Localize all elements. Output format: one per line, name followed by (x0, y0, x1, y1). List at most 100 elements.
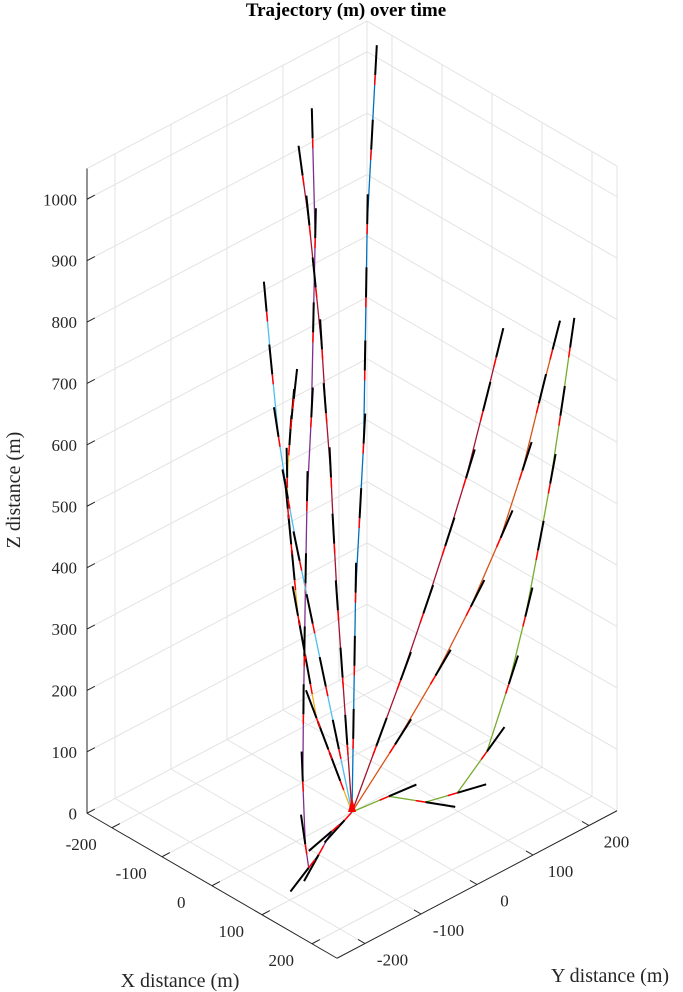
x-tick (111, 823, 121, 829)
attitude-marker-down (314, 287, 318, 298)
x-tick-label: -200 (66, 835, 97, 854)
x-axis-label: X distance (m) (121, 970, 240, 992)
attitude-marker-down (415, 799, 426, 803)
attitude-marker-up (268, 344, 274, 375)
attitude-marker-down (308, 859, 316, 869)
attitude-marker-up (291, 586, 299, 616)
attitude-marker-down (558, 415, 562, 426)
attitude-marker-down (372, 745, 378, 756)
attitude-marker-down (309, 683, 313, 695)
attitude-marker-down (287, 498, 291, 509)
x-tick (211, 881, 221, 887)
grid-line (86, 235, 368, 384)
grid-line (86, 665, 368, 814)
trajectory-line (351, 357, 497, 813)
attitude-marker-up (285, 447, 289, 478)
attitude-marker-down (277, 436, 281, 447)
attitude-marker-down (325, 412, 328, 424)
grid-line (86, 603, 368, 753)
grid-line (366, 665, 618, 812)
attitude-marker-up (308, 830, 333, 852)
attitude-marker-up (465, 449, 476, 479)
grid-line (366, 235, 618, 382)
attitude-marker-down (290, 418, 293, 430)
grid-line (86, 419, 368, 569)
z-tick (86, 317, 96, 323)
z-tick (86, 378, 96, 384)
z-tick-label: 200 (52, 681, 78, 700)
z-tick (86, 256, 96, 262)
origin-marker (348, 798, 356, 812)
trajectory-line (351, 349, 554, 813)
attitude-marker-up (444, 517, 456, 547)
attitude-marker-up (305, 594, 314, 624)
attitude-marker-down (327, 749, 333, 760)
y-tick (525, 850, 534, 856)
attitude-marker-down (310, 417, 313, 428)
attitude-marker-up (422, 584, 435, 614)
grid-line (86, 174, 368, 323)
grid-line (86, 542, 368, 691)
attitude-marker-down (549, 349, 554, 360)
attitude-marker-down (505, 683, 510, 694)
y-tick-label: 0 (500, 891, 509, 910)
attitude-marker-up (524, 587, 534, 617)
z-tick-label: 400 (52, 559, 78, 578)
attitude-marker-up (310, 387, 314, 418)
grid-line (366, 112, 618, 259)
attitude-marker-up (290, 550, 296, 581)
attitude-marker-up (537, 373, 548, 404)
z-tick-label: 100 (52, 743, 78, 762)
z-tick (86, 563, 96, 569)
trajectory-line (351, 347, 571, 813)
attitude-marker-up (289, 867, 310, 893)
attitude-marker-down (362, 443, 365, 454)
attitude-marker-down (388, 744, 396, 754)
attitude-marker-down (287, 508, 290, 519)
attitude-marker-up (362, 413, 367, 444)
attitude-marker-up (482, 381, 492, 412)
grid-line (338, 680, 590, 826)
z-tick-label: 0 (69, 804, 78, 823)
attitude-marker-down (480, 750, 488, 760)
attitude-marker-down (333, 543, 336, 554)
attitude-marker-up (521, 441, 533, 471)
grid-line (366, 542, 618, 689)
attitude-marker-up (486, 726, 506, 753)
attitude-marker-down (369, 149, 372, 160)
attitude-marker-down (465, 606, 472, 617)
z-axis-label: Z distance (m) (3, 432, 25, 549)
x-tick-label: 0 (177, 893, 186, 912)
attitude-marker-down (341, 677, 345, 688)
attitude-marker-up (292, 531, 301, 562)
grid-line (366, 603, 618, 750)
x-tick-label: -100 (116, 864, 147, 883)
attitude-marker-up (287, 514, 293, 545)
attitude-marker-down (396, 679, 402, 690)
grid-line (86, 112, 368, 262)
attitude-marker-up (469, 579, 486, 608)
attitude-marker-up (394, 718, 412, 746)
attitude-marker-down (311, 623, 316, 634)
z-tick (86, 440, 96, 446)
attitude-marker-down (291, 398, 295, 409)
x-tick (161, 852, 171, 858)
grid (86, 20, 618, 945)
attitude-marker-down (358, 518, 361, 529)
x-tick (311, 939, 321, 945)
axes: -200 -100 0 100 200 -200 -100 0 100 200 0 100 200 300… (43, 168, 629, 970)
x-tick-label: 200 (268, 951, 294, 970)
attitude-marker-up (311, 257, 317, 288)
attitude-marker-down (535, 550, 539, 561)
attitude-marker-down (321, 349, 324, 360)
attitude-marker-down (315, 718, 321, 728)
attitude-marker-up (374, 45, 378, 76)
attitude-marker-down (535, 403, 540, 414)
attitude-marker-up (537, 520, 545, 551)
z-tick (86, 747, 96, 753)
attitude-marker-up (425, 801, 456, 808)
attitude-marker-down (287, 445, 291, 456)
attitude-marker-down (379, 795, 390, 801)
grid-line (366, 419, 618, 566)
attitude-marker-down (447, 792, 458, 797)
